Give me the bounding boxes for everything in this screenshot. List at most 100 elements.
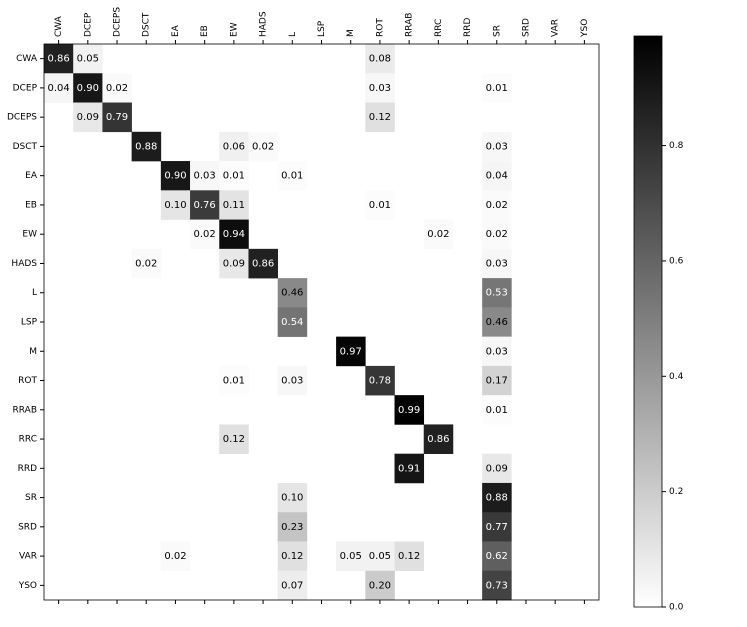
cell-label: 0.78 xyxy=(369,376,391,387)
x-tick-label: EB xyxy=(200,25,210,37)
cell xyxy=(365,365,395,396)
cell xyxy=(73,73,103,103)
cell xyxy=(277,541,308,572)
y-tick-label: ROT xyxy=(18,376,37,386)
cell-label: 0.03 xyxy=(281,376,303,387)
cell xyxy=(219,131,249,162)
cell-label: 0.02 xyxy=(135,258,157,269)
y-tick-label: DCEPS xyxy=(7,113,37,123)
cell-label: 0.08 xyxy=(369,54,391,65)
cell-label: 0.03 xyxy=(486,258,508,269)
x-tick-label: CWA xyxy=(54,15,64,37)
cell xyxy=(482,395,512,425)
cell xyxy=(277,307,308,337)
cell-label: 0.10 xyxy=(164,200,186,211)
cell xyxy=(482,336,512,367)
x-tick-label: RRAB xyxy=(405,13,415,37)
cell xyxy=(219,248,249,279)
cell xyxy=(277,278,308,308)
cell-label: 0.79 xyxy=(106,112,128,123)
x-tick-label: ROT xyxy=(375,18,385,37)
y-tick-label: HADS xyxy=(11,259,37,269)
cell xyxy=(482,512,512,542)
cell xyxy=(131,131,162,162)
cell-label: 0.86 xyxy=(427,434,449,445)
cell-label: 0.77 xyxy=(486,522,508,533)
cell-label: 0.12 xyxy=(281,551,303,562)
cell-label: 0.90 xyxy=(77,83,99,94)
cell-label: 0.46 xyxy=(281,288,303,299)
cell xyxy=(248,248,278,279)
cell xyxy=(160,541,191,572)
cell xyxy=(482,365,512,396)
x-tick-label: DSCT xyxy=(142,12,152,37)
cell xyxy=(423,219,454,250)
cell xyxy=(44,73,74,103)
x-tick-label: DCEPS xyxy=(113,7,123,37)
cell xyxy=(190,161,220,191)
cell xyxy=(482,248,512,279)
cell xyxy=(277,161,308,191)
cell xyxy=(423,424,454,454)
cell xyxy=(73,44,103,74)
cell-label: 0.01 xyxy=(486,405,508,416)
cell-label: 0.02 xyxy=(486,229,508,240)
x-tick-label: RRC xyxy=(434,19,444,37)
cell-label: 0.05 xyxy=(369,551,391,562)
x-tick-label: RRD xyxy=(463,17,473,37)
cell xyxy=(277,482,308,513)
cell-label: 0.11 xyxy=(223,200,245,211)
cell-label: 0.09 xyxy=(223,258,245,269)
cell-label: 0.99 xyxy=(398,405,420,416)
cell-label: 0.88 xyxy=(135,141,157,152)
cell-label: 0.01 xyxy=(281,171,303,182)
cell xyxy=(394,453,425,484)
y-tick-label: RRAB xyxy=(13,405,37,415)
x-tick-label: EW xyxy=(229,22,239,37)
x-tick-label: LSP xyxy=(317,20,327,37)
cell xyxy=(277,570,308,601)
cell xyxy=(190,190,220,220)
cell-label: 0.01 xyxy=(486,83,508,94)
cell-label: 0.76 xyxy=(194,200,216,211)
cell xyxy=(482,190,512,220)
cell-label: 0.07 xyxy=(281,580,303,591)
cell xyxy=(219,219,249,250)
cell xyxy=(277,365,308,396)
cell-label: 0.62 xyxy=(486,551,508,562)
cell xyxy=(394,395,425,425)
cell xyxy=(219,365,249,396)
cell-label: 0.01 xyxy=(223,171,245,182)
cell xyxy=(365,102,395,133)
y-tick-label: EA xyxy=(25,171,38,181)
cell-label: 0.94 xyxy=(223,229,245,240)
cell xyxy=(73,102,103,133)
cell-label: 0.88 xyxy=(486,493,508,504)
x-tick-label: M xyxy=(346,29,356,37)
cell-label: 0.02 xyxy=(164,551,186,562)
cell-label: 0.04 xyxy=(47,83,69,94)
cell xyxy=(482,482,512,513)
cell xyxy=(131,248,162,279)
cell-label: 0.02 xyxy=(252,141,274,152)
cell-label: 0.02 xyxy=(194,229,216,240)
cell-label: 0.20 xyxy=(369,580,391,591)
cell xyxy=(482,307,512,337)
y-tick-label: EB xyxy=(25,200,37,210)
y-tick-label: YSO xyxy=(18,581,37,591)
x-tick-label: L xyxy=(288,32,298,37)
cell-label: 0.01 xyxy=(369,200,391,211)
x-tick-label: HADS xyxy=(259,11,269,37)
cell xyxy=(336,541,366,572)
cell-label: 0.53 xyxy=(486,288,508,299)
cell-label: 0.09 xyxy=(77,112,99,123)
y-tick-label: DCEP xyxy=(13,83,38,93)
y-tick-label: SRD xyxy=(18,522,37,532)
colorbar-tick-label: 0.2 xyxy=(669,487,683,497)
cell xyxy=(336,336,366,367)
cell-label: 0.06 xyxy=(223,141,245,152)
cell-label: 0.05 xyxy=(340,551,362,562)
cell xyxy=(160,161,191,191)
cell xyxy=(277,512,308,542)
